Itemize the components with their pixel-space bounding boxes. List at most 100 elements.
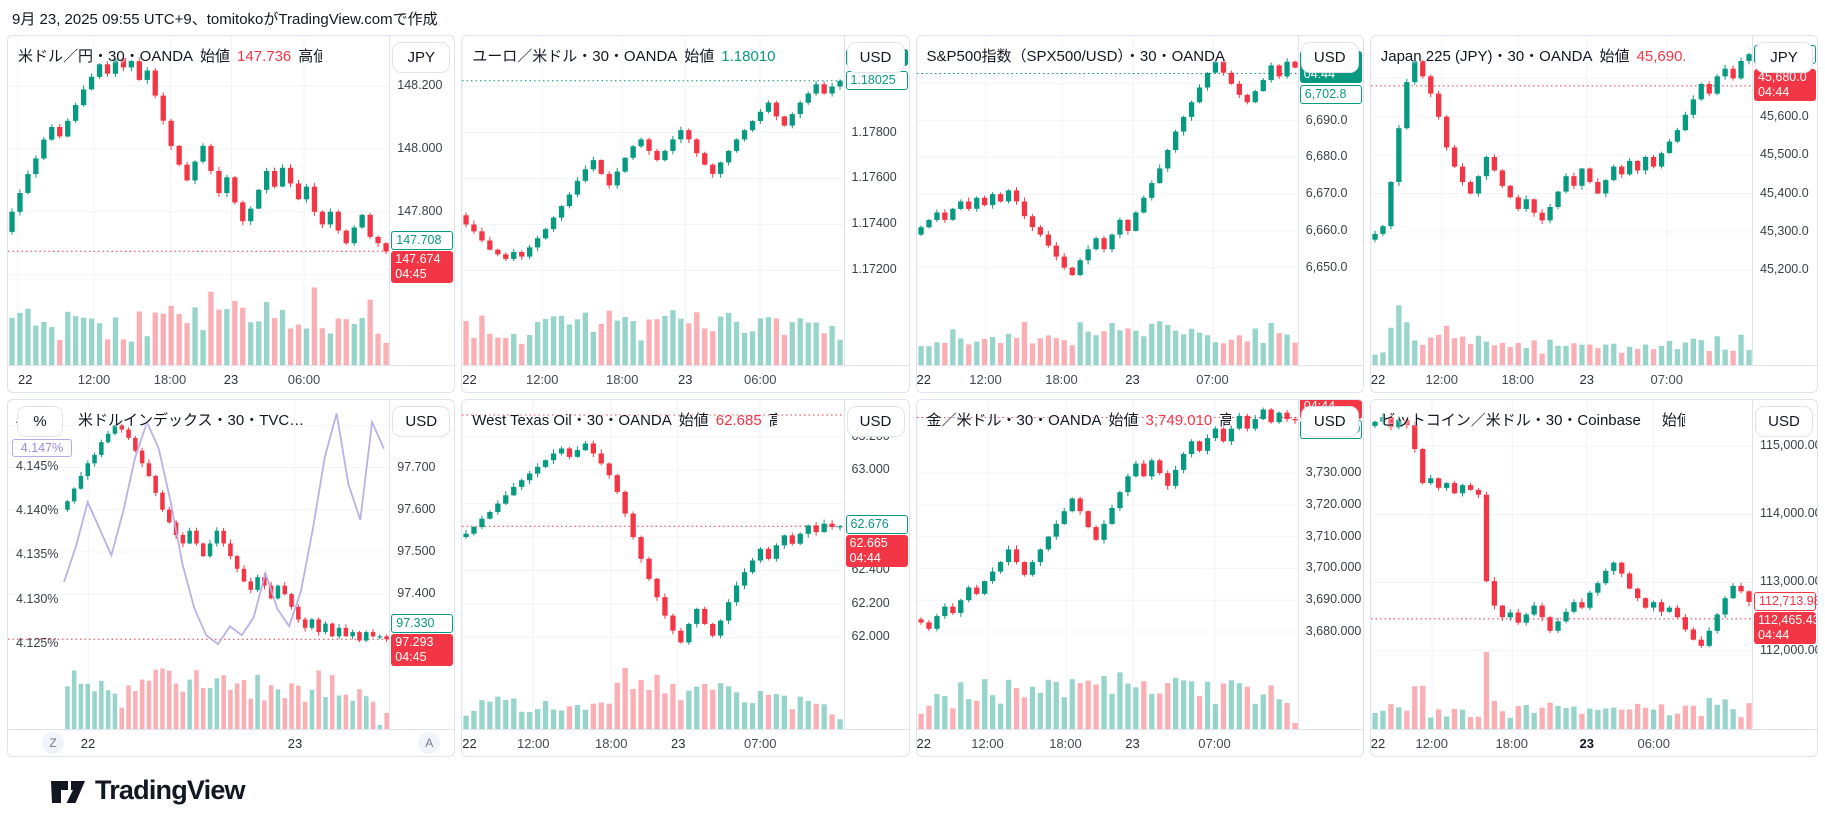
price-axis[interactable]: 6,690.06,680.06,670.06,660.06,650.06,704… xyxy=(1297,36,1363,366)
candlestick-chart[interactable] xyxy=(916,36,1299,366)
time-label: 22 xyxy=(80,736,96,751)
percent-tick: 4.130% xyxy=(16,591,59,606)
candles xyxy=(9,54,389,254)
plot-area[interactable] xyxy=(1370,36,1753,366)
chart-panel-wti: West Texas Oil・30・OANDA 始値 62.685 高値… USD 6… xyxy=(461,399,910,757)
volume-bars xyxy=(463,667,843,730)
tradingview-wordmark[interactable]: TradingView xyxy=(95,775,246,805)
price-axis[interactable]: 115,000.00 114,000.00 113,000.00 112,000.00… xyxy=(1752,400,1817,730)
plot-area[interactable] xyxy=(8,36,390,366)
price-tick: 97.400 xyxy=(397,586,436,601)
price-tick: 3,700.000 xyxy=(1305,560,1362,575)
currency-chip[interactable]: USD xyxy=(846,42,905,73)
time-label: 23 xyxy=(1125,736,1140,751)
symbol-text: Japan 225 (JPY)・30・OANDA xyxy=(1380,48,1593,65)
price-axis[interactable]: 63.20063.00062.40062.20062.00062.67662.6… xyxy=(843,400,909,730)
symbol-text: 米ドル／円・30・OANDA xyxy=(18,48,194,65)
currency-chip[interactable]: USD xyxy=(1300,42,1359,73)
autoscale-a-button[interactable]: A xyxy=(418,732,441,754)
time-label: 07:00 xyxy=(1196,372,1229,387)
time-label: 18:00 xyxy=(1045,372,1078,387)
currency-chip[interactable]: USD xyxy=(846,406,905,437)
open-value: 1.18010 xyxy=(721,48,776,65)
currency-chip[interactable]: JPY xyxy=(392,42,451,73)
grid-lines xyxy=(462,400,845,730)
time-label: 18:00 xyxy=(605,372,639,387)
time-axis[interactable]: 22 12:00 18:00 23 06:00 xyxy=(462,365,909,392)
percent-scale-chip[interactable]: % xyxy=(17,406,63,437)
candlestick-chart[interactable] xyxy=(1370,400,1753,730)
price-tick: 1.17400 xyxy=(851,216,897,231)
price-axis[interactable]: 3,730.000 3,720.000 3,710.000 3,700.000 3,69… xyxy=(1297,400,1363,730)
title-tail: 高値… xyxy=(298,48,322,65)
chart-panel-gold: 金／米ドル・30・OANDA 始値 3,749.010 高値… USD 3,730.0… xyxy=(915,399,1364,757)
open-label: 始値 xyxy=(1108,412,1139,429)
currency-chip[interactable]: USD xyxy=(1300,406,1359,437)
time-label: 06:00 xyxy=(287,372,321,387)
candlestick-chart[interactable] xyxy=(462,36,845,366)
time-axis[interactable]: 22 12:00 18:00 23 07:00 xyxy=(1370,365,1817,392)
plot-area[interactable] xyxy=(462,400,845,730)
price-badge: 6,702.8 xyxy=(1299,85,1362,104)
footer: TradingView xyxy=(50,775,1825,806)
time-label: 12:00 xyxy=(77,372,111,387)
symbol-text: ユーロ／米ドル・30・OANDA xyxy=(472,48,678,65)
volume-bars xyxy=(9,287,389,366)
price-axis[interactable]: 148.200148.000147.800147.600147.708147.6… xyxy=(389,36,454,366)
price-tick: 147.800 xyxy=(397,203,443,218)
plot-area[interactable] xyxy=(916,36,1299,366)
tradingview-logo-icon[interactable] xyxy=(50,777,86,805)
price-tick: 1.17600 xyxy=(851,170,897,185)
time-axis[interactable]: 22 12:00 18:00 23 07:00 xyxy=(916,729,1363,756)
plot-area[interactable]: 4.150%4.145%4.140%4.135%4.130%4.125%4.14… xyxy=(8,400,390,730)
price-tick: 63.000 xyxy=(851,462,890,477)
candles xyxy=(1372,413,1752,648)
price-tick: 45,600.0 xyxy=(1760,108,1809,123)
candlestick-chart[interactable] xyxy=(916,400,1299,730)
plot-area[interactable] xyxy=(462,36,845,366)
candlestick-chart[interactable] xyxy=(8,400,390,730)
price-tick: 6,660.0 xyxy=(1305,222,1348,237)
price-dotted-lines xyxy=(462,414,845,527)
chart-title: West Texas Oil・30・OANDA 始値 62.685 高値… xyxy=(472,409,776,430)
price-tick: 97.700 xyxy=(397,459,436,474)
timezone-z-button[interactable]: Z xyxy=(42,732,64,754)
open-label: 始値 xyxy=(684,48,715,65)
candlestick-chart[interactable] xyxy=(1370,36,1753,366)
price-axis[interactable]: 45,700.045,600.045,500.045,400.045,300.0… xyxy=(1752,36,1817,366)
plot-area[interactable] xyxy=(916,400,1299,730)
plot-area[interactable] xyxy=(1370,400,1753,730)
time-label: 22 xyxy=(1370,736,1386,751)
price-badge: 147.674 04:45 xyxy=(391,251,454,283)
time-label: 23 xyxy=(678,372,693,387)
grid-lines xyxy=(916,400,1299,730)
price-tick: 3,690.000 xyxy=(1305,592,1362,607)
time-label: 23 xyxy=(1125,372,1140,387)
candlestick-chart[interactable] xyxy=(462,400,845,730)
chart-panel-dxy: % 米ドルインデックス・30・TVC… USD 4.150%4.145%4.14… xyxy=(7,399,456,757)
currency-chip[interactable]: JPY xyxy=(1755,42,1813,73)
price-tick: 113,000.00 xyxy=(1760,574,1817,589)
candles xyxy=(1372,52,1752,243)
time-axis[interactable]: 22 23 xyxy=(8,729,455,756)
time-axis[interactable]: 22 12:00 18:00 23 06:00 xyxy=(1370,729,1817,756)
time-axis[interactable]: 22 12:00 18:00 23 06:00 xyxy=(8,365,455,392)
time-axis[interactable]: 22 12:00 18:00 23 07:00 xyxy=(462,729,909,756)
currency-chip[interactable]: USD xyxy=(1755,406,1813,437)
price-tick: 62.000 xyxy=(851,629,890,644)
candlestick-chart[interactable] xyxy=(8,36,390,366)
currency-chip[interactable]: USD xyxy=(392,406,451,437)
time-label: 12:00 xyxy=(1425,372,1459,387)
price-tick: 3,730.000 xyxy=(1305,465,1362,480)
open-value: 147.736 xyxy=(237,48,292,65)
price-axis[interactable]: 97.80097.70097.60097.50097.40097.33097.2… xyxy=(389,400,454,730)
volume-bars xyxy=(463,310,843,366)
price-tick: 1.17800 xyxy=(851,124,897,139)
open-value: 62.685 xyxy=(715,412,762,429)
time-axis[interactable]: 22 12:00 18:00 23 07:00 xyxy=(916,365,1363,392)
price-tick: 115,000.00 xyxy=(1760,438,1817,453)
price-tick: 45,500.0 xyxy=(1760,147,1809,162)
percent-badge: 4.147% xyxy=(12,438,72,457)
